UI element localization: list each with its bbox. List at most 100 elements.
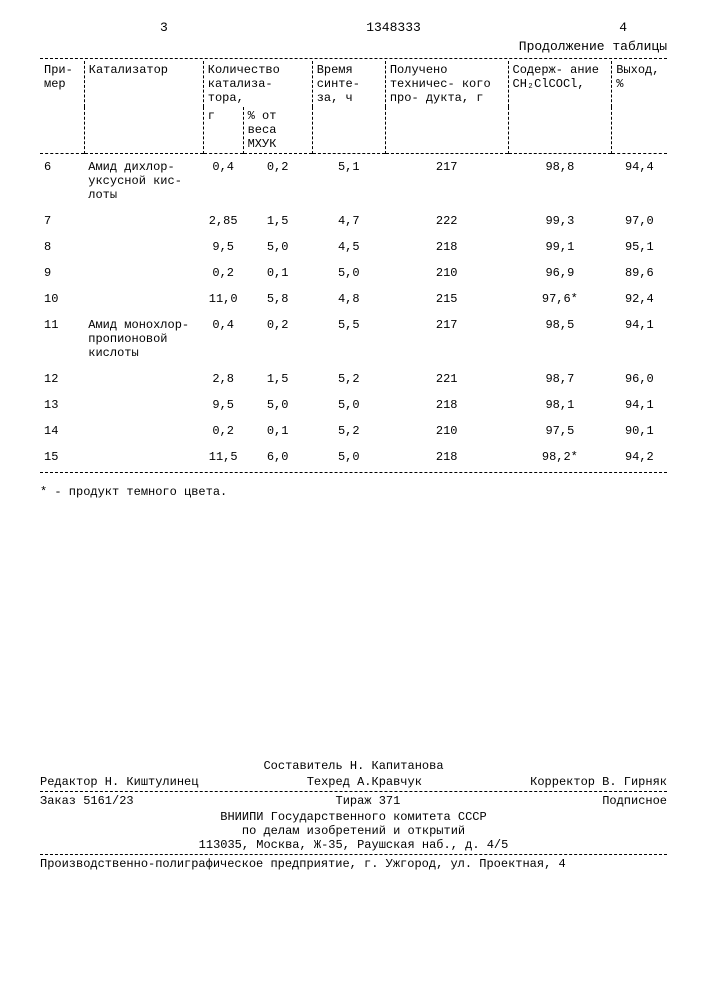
table-cell: 98,5 — [508, 312, 612, 366]
table-cell — [84, 418, 203, 444]
table-cell: 90,1 — [612, 418, 667, 444]
table-cell: 11,5 — [203, 444, 243, 470]
table-row: 1511,56,05,021898,2*94,2 — [40, 444, 667, 470]
table-cell: 6 — [40, 154, 84, 208]
col-percent: % от веса МХУК — [243, 107, 312, 154]
table-row: 1011,05,84,821597,6*92,4 — [40, 286, 667, 312]
page-left: 3 — [160, 20, 168, 35]
table-cell: 99,3 — [508, 208, 612, 234]
table-cell: 98,7 — [508, 366, 612, 392]
addr2: Производственно-полиграфическое предприя… — [40, 857, 667, 871]
table-cell: 4,5 — [312, 234, 385, 260]
col-content: Содерж- ание CH₂ClCOCl, — [508, 61, 612, 154]
table-cell — [84, 444, 203, 470]
compiler: Составитель Н. Капитанова — [40, 759, 667, 773]
credits-line: Редактор Н. Киштулинец Техред А.Кравчук … — [40, 775, 667, 789]
col-time: Время синте- за, ч — [312, 61, 385, 154]
table-cell: 0,2 — [203, 418, 243, 444]
table-cell: 0,1 — [243, 418, 312, 444]
table-cell: 15 — [40, 444, 84, 470]
table-cell: 1,5 — [243, 366, 312, 392]
table-cell: 96,0 — [612, 366, 667, 392]
table-row: 6Амид дихлор- уксусной кис- лоты0,40,25,… — [40, 154, 667, 208]
divider — [40, 58, 667, 59]
table-cell: 94,4 — [612, 154, 667, 208]
table-cell: 97,0 — [612, 208, 667, 234]
footnote: * - продукт темного цвета. — [40, 485, 667, 499]
table-cell: 99,1 — [508, 234, 612, 260]
table-cell: 0,2 — [243, 154, 312, 208]
table-cell: 96,9 — [508, 260, 612, 286]
table-cell: 6,0 — [243, 444, 312, 470]
table-cell: Амид дихлор- уксусной кис- лоты — [84, 154, 203, 208]
col-primer: При- мер — [40, 61, 84, 154]
table-row: 139,55,05,021898,194,1 — [40, 392, 667, 418]
table-cell: 2,85 — [203, 208, 243, 234]
continuation-label: Продолжение таблицы — [40, 39, 667, 54]
table-cell: 5,8 — [243, 286, 312, 312]
table-cell — [84, 286, 203, 312]
table-cell: 217 — [385, 154, 508, 208]
table-cell: 4,8 — [312, 286, 385, 312]
table-cell: 210 — [385, 260, 508, 286]
table-cell: 222 — [385, 208, 508, 234]
table-cell — [84, 234, 203, 260]
corrector: Корректор В. Гирняк — [530, 775, 667, 789]
table-cell: 9,5 — [203, 234, 243, 260]
table-cell — [84, 366, 203, 392]
table-cell: 98,8 — [508, 154, 612, 208]
table-cell: 94,1 — [612, 392, 667, 418]
table-cell: 0,4 — [203, 312, 243, 366]
table-cell: 210 — [385, 418, 508, 444]
table-cell: 0,2 — [203, 260, 243, 286]
table-cell: 5,0 — [312, 392, 385, 418]
table-cell: 5,0 — [243, 234, 312, 260]
page-right: 4 — [619, 20, 627, 35]
table-cell: 13 — [40, 392, 84, 418]
org1: ВНИИПИ Государственного комитета СССР — [40, 810, 667, 824]
table-cell: 14 — [40, 418, 84, 444]
table-cell: 0,1 — [243, 260, 312, 286]
table-row: 9 0,20,15,021096,989,6 — [40, 260, 667, 286]
table-cell: 217 — [385, 312, 508, 366]
table-cell: 10 — [40, 286, 84, 312]
org2: по делам изобретений и открытий — [40, 824, 667, 838]
table-cell: 89,6 — [612, 260, 667, 286]
table-cell: 5,5 — [312, 312, 385, 366]
table-cell: 5,2 — [312, 366, 385, 392]
col-product: Получено техничес- кого про- дукта, г — [385, 61, 508, 154]
col-catalyst: Катализатор — [84, 61, 203, 154]
table-header: При- мер Катализатор Количество катализа… — [40, 61, 667, 154]
table-cell: 9,5 — [203, 392, 243, 418]
table-cell: 221 — [385, 366, 508, 392]
subscription: Подписное — [602, 794, 667, 808]
table-cell: 8 — [40, 234, 84, 260]
table-row: 89,55,04,521899,195,1 — [40, 234, 667, 260]
table-cell — [84, 392, 203, 418]
table-cell — [84, 260, 203, 286]
table-cell: 5,0 — [312, 260, 385, 286]
table-cell: 11,0 — [203, 286, 243, 312]
addr1: 113035, Москва, Ж-35, Раушская наб., д. … — [40, 838, 667, 852]
col-yield: Выход, % — [612, 61, 667, 154]
table-cell: 9 — [40, 260, 84, 286]
table-cell: 98,1 — [508, 392, 612, 418]
table-row: 11Амид монохлор- пропионовой кислоты0,40… — [40, 312, 667, 366]
order-line: Заказ 5161/23 Тираж 371 Подписное — [40, 794, 667, 808]
table-cell: 98,2* — [508, 444, 612, 470]
editor: Редактор Н. Киштулинец — [40, 775, 198, 789]
table-cell: 4,7 — [312, 208, 385, 234]
table-cell: 0,2 — [243, 312, 312, 366]
divider — [40, 791, 667, 792]
table-cell: 218 — [385, 234, 508, 260]
tirazh: Тираж 371 — [336, 794, 401, 808]
table-cell: 94,2 — [612, 444, 667, 470]
table-cell: 218 — [385, 392, 508, 418]
col-quantity: Количество катализа- тора, — [203, 61, 312, 107]
table-cell: 215 — [385, 286, 508, 312]
order: Заказ 5161/23 — [40, 794, 134, 808]
table-row: 140,20,15,221097,590,1 — [40, 418, 667, 444]
divider — [40, 854, 667, 855]
table-cell: 0,4 — [203, 154, 243, 208]
table-cell: 5,2 — [312, 418, 385, 444]
